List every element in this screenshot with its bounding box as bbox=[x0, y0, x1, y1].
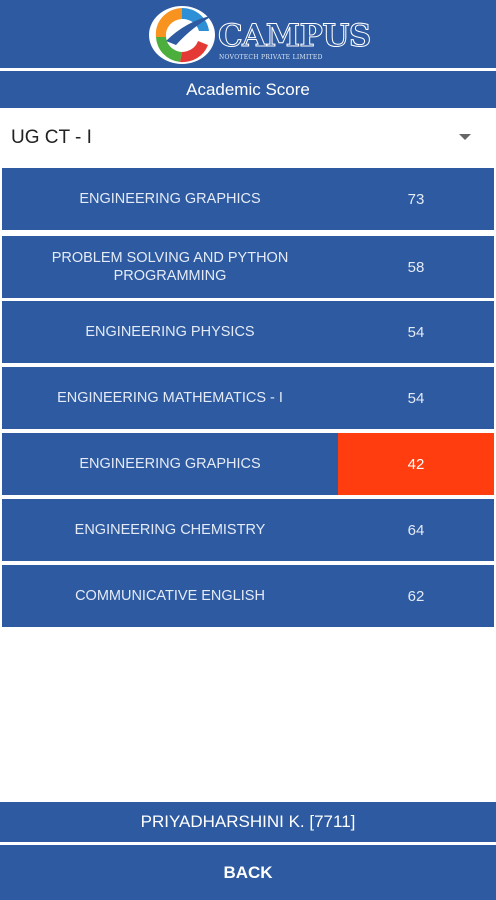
score-row: ENGINEERING CHEMISTRY 64 bbox=[2, 499, 494, 561]
e-swoosh-icon bbox=[149, 6, 215, 64]
subject-name: ENGINEERING PHYSICS bbox=[85, 324, 255, 340]
score-row: ENGINEERING MATHEMATICS - I 54 bbox=[2, 367, 494, 429]
subject-score: 64 bbox=[407, 521, 425, 539]
row-divider bbox=[2, 230, 336, 236]
subject-name: ENGINEERING GRAPHICS bbox=[79, 191, 261, 207]
subject-score: 62 bbox=[407, 587, 425, 605]
score-row: ENGINEERING PHYSICS 54 bbox=[2, 301, 494, 363]
subject-name: COMMUNICATIVE ENGLISH bbox=[75, 588, 265, 604]
logo-tagline: NOVOTECH PRIVATE LIMITED bbox=[219, 54, 323, 61]
score-row: ENGINEERING GRAPHICS 73 bbox=[2, 168, 494, 230]
exam-select[interactable]: UG CT - I bbox=[0, 110, 496, 166]
back-button[interactable]: BACK bbox=[0, 845, 496, 900]
dropdown-arrow-icon[interactable] bbox=[459, 134, 471, 140]
app-header: CAMPUS NOVOTECH PRIVATE LIMITED bbox=[0, 0, 496, 68]
logo-wordmark: CAMPUS bbox=[218, 18, 372, 54]
subject-score: 58 bbox=[407, 258, 425, 276]
score-row: PROBLEM SOLVING AND PYTHON PROGRAMMING 5… bbox=[2, 236, 494, 298]
score-row: COMMUNICATIVE ENGLISH 62 bbox=[2, 565, 494, 627]
subject-name: PROBLEM SOLVING AND PYTHON PROGRAMMING bbox=[51, 250, 289, 284]
campus-logo: CAMPUS NOVOTECH PRIVATE LIMITED bbox=[146, 1, 372, 67]
subject-score: 73 bbox=[407, 190, 425, 208]
user-info-bar: PRIYADHARSHINI K. [7711] bbox=[0, 802, 496, 842]
subject-score-low: 42 bbox=[338, 433, 494, 495]
subject-score: 54 bbox=[407, 323, 425, 341]
subject-name: ENGINEERING MATHEMATICS - I bbox=[57, 390, 283, 406]
subject-score: 54 bbox=[407, 389, 425, 407]
subject-name: ENGINEERING CHEMISTRY bbox=[74, 522, 266, 538]
score-row: ENGINEERING GRAPHICS 42 bbox=[2, 433, 494, 495]
subject-name: ENGINEERING GRAPHICS bbox=[79, 456, 261, 472]
exam-select-value: UG CT - I bbox=[11, 127, 92, 148]
page-title: Academic Score bbox=[0, 71, 496, 108]
